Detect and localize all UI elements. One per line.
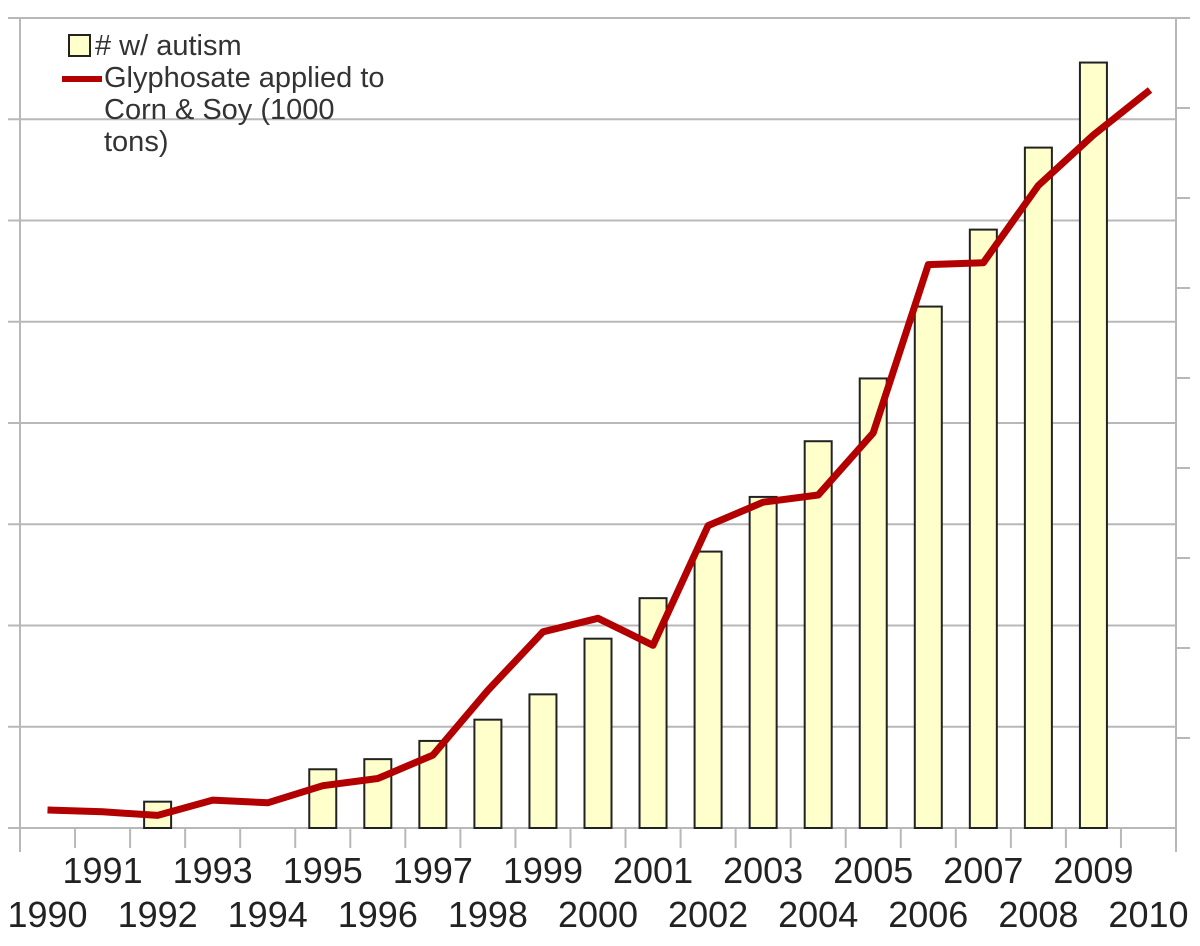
x-tick-label: 1997 — [392, 850, 473, 891]
x-tick-label: 1999 — [502, 850, 583, 891]
bar-2004 — [803, 440, 833, 829]
x-tick-label: 2010 — [1108, 894, 1189, 935]
bar-2001 — [638, 597, 668, 829]
chart-legend: # w/ autism Glyphosate applied to Corn &… — [62, 30, 385, 158]
x-tick-label: 2002 — [668, 894, 749, 935]
x-tick-label: 1991 — [62, 850, 143, 891]
legend-label-glyphosate: Glyphosate applied to Corn & Soy (1000 t… — [104, 62, 385, 158]
x-tick-label: 1992 — [117, 894, 198, 935]
x-tick-label: 2003 — [723, 850, 804, 891]
bar-2003 — [748, 495, 778, 829]
legend-item-autism: # w/ autism — [62, 30, 385, 62]
legend-item-glyphosate: Glyphosate applied to Corn & Soy (1000 t… — [62, 62, 385, 158]
x-tick-label: 2004 — [778, 894, 859, 935]
bar-2006 — [913, 305, 943, 829]
x-tick-label: 1993 — [172, 850, 253, 891]
line-swatch-icon — [62, 76, 102, 82]
bar-2009 — [1078, 61, 1108, 830]
x-tick-label: 2007 — [943, 850, 1024, 891]
x-tick-label: 1996 — [337, 894, 418, 935]
x-tick-label: 1994 — [227, 894, 308, 935]
x-tick-label: 1990 — [7, 894, 88, 935]
x-tick-label: 1998 — [447, 894, 528, 935]
bar-2007 — [968, 228, 998, 830]
bar-1996 — [363, 758, 393, 830]
x-tick-label: 2005 — [833, 850, 914, 891]
glyphosate-line — [47, 87, 1153, 819]
x-tick-label: 2008 — [998, 894, 1079, 935]
x-tick-label: 2009 — [1053, 850, 1134, 891]
bar-1998 — [473, 718, 503, 829]
bar-2008 — [1023, 146, 1053, 830]
x-tick-label: 2001 — [613, 850, 694, 891]
bar-swatch-icon — [68, 34, 91, 57]
bar-1999 — [528, 693, 558, 829]
bar-1995 — [308, 768, 338, 830]
legend-label-autism: # w/ autism — [95, 30, 242, 62]
bar-2000 — [583, 637, 613, 829]
x-tick-label: 1995 — [282, 850, 363, 891]
x-tick-label: 2006 — [888, 894, 969, 935]
bar-2002 — [693, 550, 723, 830]
bar-2005 — [858, 377, 888, 829]
x-tick-label: 2000 — [557, 894, 639, 935]
